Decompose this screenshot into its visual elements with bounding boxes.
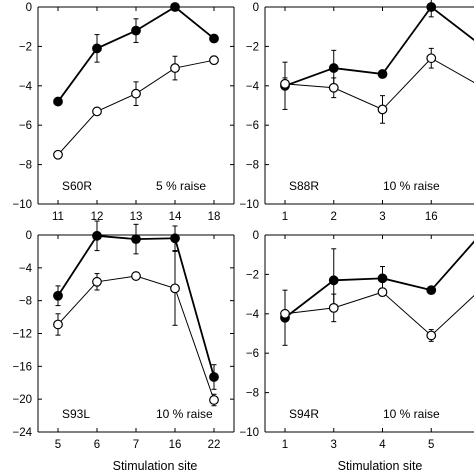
data-point-open — [328, 82, 339, 93]
data-point-filled — [209, 372, 219, 382]
y-tick-label: −8 — [246, 388, 259, 400]
y-tick-label: −2 — [19, 41, 32, 53]
x-tick-label: 12 — [91, 211, 104, 223]
x-tick-label: 18 — [208, 211, 221, 223]
data-point-filled — [426, 2, 437, 12]
subject-label: S60R — [62, 179, 92, 193]
data-point-open — [53, 319, 63, 330]
y-tick-label: −6 — [246, 348, 259, 360]
y-tick-label: −24 — [12, 427, 32, 439]
x-tick-label: 13 — [130, 211, 143, 223]
data-point-open — [426, 53, 437, 64]
data-point-open — [280, 308, 290, 319]
x-tick-label: 1 — [282, 439, 288, 451]
x-tick-label: 3 — [331, 439, 337, 451]
data-point-filled — [377, 273, 388, 284]
data-point-open — [426, 330, 437, 341]
x-tick-label: 7 — [133, 439, 139, 451]
subject-label: S93L — [62, 407, 90, 421]
subject-label: S88R — [289, 179, 319, 193]
data-point-open — [209, 55, 219, 66]
x-tick-label: 16 — [169, 439, 182, 451]
x-tick-label: 6 — [94, 439, 100, 451]
x-tick-label: 4 — [379, 439, 386, 451]
y-tick-label: −10 — [239, 199, 259, 211]
series-line-filled — [57, 234, 215, 378]
x-tick-label: 16 — [425, 211, 438, 223]
y-tick-label: −4 — [19, 81, 33, 93]
data-point-filled — [209, 33, 219, 44]
y-tick-label: −10 — [239, 427, 259, 439]
data-point-open — [170, 63, 180, 73]
y-tick-label: 0 — [26, 2, 32, 14]
x-tick-label: 1 — [282, 211, 288, 223]
x-axis-label-left: Stimulation site — [113, 459, 198, 473]
condition-label: 10 % raise — [383, 179, 440, 193]
data-point-open — [53, 149, 63, 160]
chart-panel-top-right: 0−2−4−6−8−10123161S88R10 % raise — [239, 0, 474, 223]
x-tick-label: 11 — [52, 211, 64, 223]
data-point-filled — [328, 275, 339, 286]
x-tick-label: 3 — [379, 211, 385, 223]
y-tick-label: −4 — [246, 81, 260, 93]
x-tick-label: 5 — [55, 439, 61, 451]
data-point-filled — [92, 230, 102, 241]
x-tick-label: 5 — [428, 439, 434, 451]
subject-label: S94R — [289, 407, 319, 421]
series-line-open — [57, 59, 215, 156]
y-tick-label: −12 — [12, 329, 32, 341]
y-tick-label: −8 — [246, 160, 259, 172]
data-point-open — [92, 106, 102, 117]
chart-panel-top-left: 0 −2 −4 −6 −8 −10 11 12 13 14 18 S60R 5 % raise — [12, 2, 235, 223]
data-point-open — [170, 283, 180, 294]
y-tick-label: −8 — [19, 160, 32, 172]
data-point-open — [280, 78, 290, 89]
y-tick-label: −6 — [246, 120, 259, 132]
data-point-filled — [131, 25, 141, 36]
data-point-filled — [131, 234, 141, 245]
data-point-filled — [170, 2, 180, 12]
data-point-filled — [328, 63, 339, 73]
condition-label: 10 % raise — [383, 407, 440, 421]
y-tick-label: 0 — [253, 230, 259, 242]
x-tick-label: 14 — [169, 211, 182, 223]
condition-label: 10 % raise — [156, 407, 213, 421]
y-tick-label: −2 — [246, 41, 259, 53]
data-point-filled — [377, 69, 388, 79]
data-point-open — [131, 88, 141, 99]
y-tick-label: 0 — [253, 2, 259, 14]
y-tick-label: −8 — [19, 296, 32, 308]
y-tick-label: −20 — [12, 394, 32, 406]
data-point-open — [92, 276, 102, 287]
data-point-open — [131, 271, 141, 281]
data-point-filled — [170, 233, 180, 244]
y-tick-label: −10 — [12, 199, 32, 211]
data-point-open — [377, 104, 388, 115]
data-point-filled — [53, 290, 63, 301]
y-tick-label: −4 — [246, 309, 260, 321]
data-point-open — [328, 302, 339, 313]
x-tick-label: 2 — [331, 211, 337, 223]
y-tick-label: −2 — [246, 269, 259, 281]
data-point-filled — [53, 96, 63, 107]
y-tick-label: 0 — [26, 230, 32, 242]
y-tick-label: −16 — [12, 361, 32, 373]
data-point-filled — [426, 285, 437, 296]
data-point-filled — [92, 43, 102, 54]
series-line-open — [284, 57, 474, 111]
chart-panel-bottom-left: 0 −4 −8 −12 −16 −20 −24 5 6 7 16 22 S93L 10 % raise — [12, 220, 235, 451]
y-tick-label: −6 — [19, 120, 32, 132]
data-point-open — [377, 287, 388, 298]
x-axis-label-right: Stimulation site — [338, 459, 423, 473]
chart-panel-bottom-right: 0−2−4−6−8−1013456S94R10 % raise — [239, 230, 474, 451]
condition-label: 5 % raise — [156, 179, 206, 193]
x-tick-label: 22 — [208, 439, 221, 451]
y-tick-label: −4 — [19, 263, 33, 275]
data-point-open — [209, 395, 219, 405]
